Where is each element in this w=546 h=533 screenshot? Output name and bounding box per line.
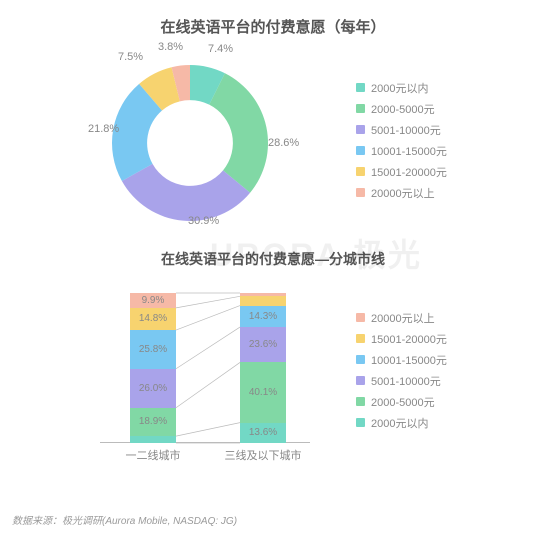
stacked-segment: 2.2% [240,293,286,296]
legend-item: 15001-20000元 [356,164,447,180]
legend-swatch [356,125,365,134]
category-label: 三线及以下城市 [203,447,323,463]
legend-item: 20000元以上 [356,185,447,201]
legend-swatch [356,83,365,92]
legend-swatch [356,167,365,176]
donut-slice-label: 7.5% [118,51,143,63]
stacked-segment: 6.2% [240,296,286,305]
donut-row: 7.4%28.6%30.9%21.8%7.5%3.8% 2000元以内2000-… [10,45,536,235]
legend-swatch [356,376,365,385]
page: URORA 极光 在线英语平台的付费意愿（每年） 7.4%28.6%30.9%2… [0,0,546,533]
stacked-bar: 4.6% 18.9% 26.0% 25.8% 14.8% 9.9% [130,293,176,443]
legend-item: 2000元以内 [356,415,447,431]
segment-label: 18.9% [139,416,167,427]
stacked-segment: 14.3% [240,306,286,327]
segment-label: 25.8% [139,344,167,355]
donut-slice-label: 28.6% [268,137,299,149]
stacked-segment: 23.6% [240,327,286,362]
connector-layer [10,275,350,465]
legend-label: 15001-20000元 [371,164,447,180]
stacked-bar: 13.6% 40.1% 23.6% 14.3% 6.2%2.2% [240,293,286,443]
segment-label: 13.6% [249,427,277,438]
segment-label: 14.8% [139,313,167,324]
segment-label: 14.3% [249,311,277,322]
legend-label: 20000元以上 [371,310,435,326]
legend-swatch [356,104,365,113]
legend-label: 5001-10000元 [371,122,441,138]
stacked-legend: 20000元以上 15001-20000元 10001-15000元 5001-100… [356,305,447,436]
legend-label: 2000-5000元 [371,394,435,410]
donut-slice-label: 7.4% [208,43,233,55]
legend-item: 2000元以内 [356,80,447,96]
stacked-segment: 13.6% [240,423,286,443]
segment-label: 23.6% [249,339,277,350]
legend-label: 15001-20000元 [371,331,447,347]
stacked-segment: 14.8% [130,308,176,330]
legend-label: 5001-10000元 [371,373,441,389]
legend-label: 2000-5000元 [371,101,435,117]
legend-item: 10001-15000元 [356,352,447,368]
stacked-segment: 9.9% [130,293,176,308]
stacked-title: 在线英语平台的付费意愿—分城市线 [10,249,536,269]
stacked-segment: 26.0% [130,369,176,408]
stacked-segment: 25.8% [130,330,176,369]
stacked-segment: 40.1% [240,362,286,422]
stacked-chart: 4.6% 18.9% 26.0% 25.8% 14.8% 9.9% 一二线城市 13.6% 40… [10,275,350,465]
legend-item: 2000-5000元 [356,101,447,117]
legend-swatch [356,334,365,343]
legend-item: 5001-10000元 [356,373,447,389]
donut-slice [209,73,268,192]
legend-label: 20000元以上 [371,185,435,201]
legend-item: 15001-20000元 [356,331,447,347]
legend-label: 10001-15000元 [371,352,447,368]
donut-slice-label: 30.9% [188,215,219,227]
stacked-row: 4.6% 18.9% 26.0% 25.8% 14.8% 9.9% 一二线城市 13.6% 40… [10,275,536,465]
segment-label: 40.1% [249,387,277,398]
legend-item: 2000-5000元 [356,394,447,410]
stacked-segment: 4.6% [130,436,176,443]
source-line: 数据来源：极光调研(Aurora Mobile, NASDAQ: JG) [12,512,237,527]
donut-legend: 2000元以内 2000-5000元 5001-10000元 10001-15000元… [356,75,447,206]
legend-item: 20000元以上 [356,310,447,326]
donut-slice-label: 3.8% [158,41,183,53]
segment-label: 9.9% [142,295,165,306]
legend-swatch [356,418,365,427]
legend-swatch [356,188,365,197]
legend-item: 10001-15000元 [356,143,447,159]
legend-label: 10001-15000元 [371,143,447,159]
legend-swatch [356,397,365,406]
donut-slice-label: 21.8% [88,123,119,135]
stacked-segment: 18.9% [130,408,176,436]
category-label: 一二线城市 [93,447,213,463]
legend-label: 2000元以内 [371,415,428,431]
legend-label: 2000元以内 [371,80,428,96]
donut-chart: 7.4%28.6%30.9%21.8%7.5%3.8% [10,45,350,235]
legend-swatch [356,313,365,322]
legend-swatch [356,355,365,364]
legend-item: 5001-10000元 [356,122,447,138]
legend-swatch [356,146,365,155]
donut-title: 在线英语平台的付费意愿（每年） [10,16,536,37]
segment-label: 26.0% [139,383,167,394]
